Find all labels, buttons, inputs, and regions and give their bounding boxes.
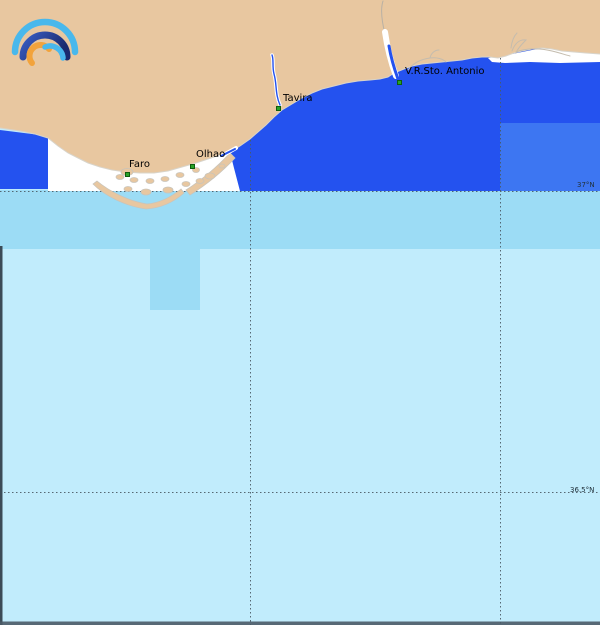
logo-arc-navy	[19, 31, 71, 61]
coastline	[0, 47, 600, 174]
land-area	[0, 0, 600, 173]
logo-arc-outer-blue	[11, 18, 79, 56]
city-label-tavira: Tavira	[283, 93, 313, 104]
no-coverage-region	[48, 138, 240, 191]
rainbow-arcs-logo	[11, 18, 79, 66]
city-marker-tavira[interactable]	[276, 106, 281, 111]
latitude-label-36-5n: 36.5°N	[570, 486, 595, 494]
latitude-label-37n: 37°N	[577, 181, 595, 189]
city-marker-vrsa[interactable]	[397, 80, 402, 85]
sea-deep-west-cell	[0, 130, 48, 189]
city-marker-faro[interactable]	[125, 172, 130, 177]
coastal-shoal-band	[488, 48, 600, 63]
chart-cell-west-border	[0, 246, 3, 625]
city-label-olhao: Olhao	[196, 149, 226, 160]
guadiana-river-water	[387, 44, 400, 81]
tavira-river-water	[271, 54, 281, 106]
chart-cell-south-border	[0, 621, 600, 625]
graticule	[0, 46, 600, 625]
lagoon-islands	[92, 152, 236, 210]
rivers	[218, 0, 571, 159]
sea-deep-light-cell	[500, 123, 600, 191]
city-label-vrsa: V.R.Sto. Antonio	[405, 66, 485, 77]
olhao-inlet-water	[220, 148, 236, 157]
logo-arc-inner-blue	[42, 43, 66, 61]
city-marker-olhao[interactable]	[190, 164, 195, 169]
city-label-faro: Faro	[129, 159, 150, 170]
east-marsh-creek	[511, 39, 528, 54]
